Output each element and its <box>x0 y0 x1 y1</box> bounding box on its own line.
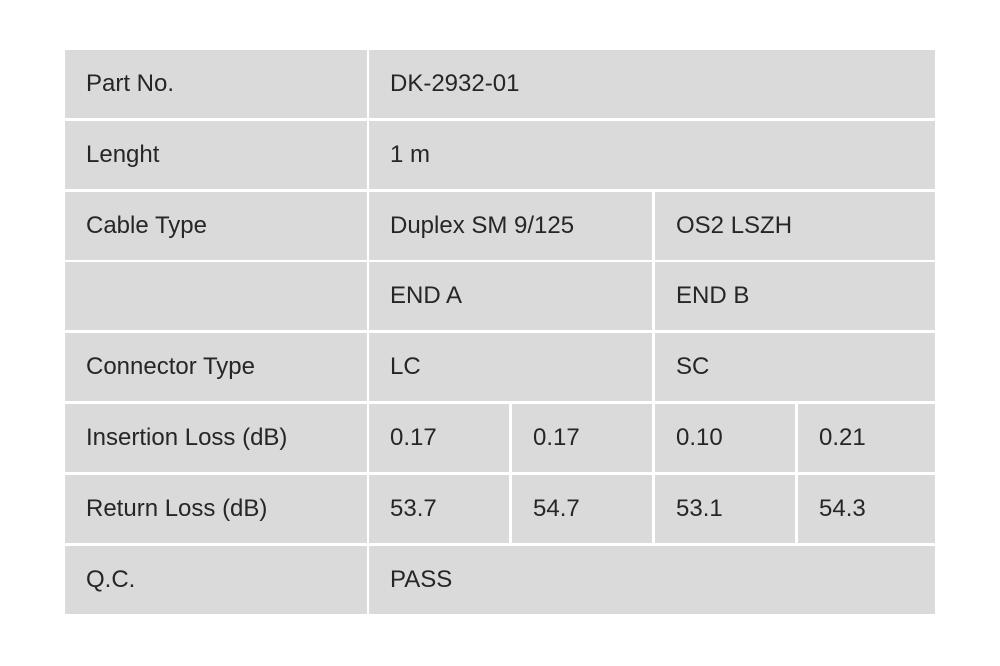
table-cell: 0.10 <box>655 404 795 472</box>
table-cell: Q.C. <box>65 546 367 614</box>
table-cell: END A <box>369 262 652 330</box>
table-cell: 53.7 <box>369 475 509 543</box>
table-cell: 0.17 <box>369 404 509 472</box>
table-cell: Return Loss (dB) <box>65 475 367 543</box>
table-cell: SC <box>655 333 935 401</box>
table-cell: 0.21 <box>798 404 935 472</box>
table-cell: 54.3 <box>798 475 935 543</box>
table-cell: 0.17 <box>512 404 652 472</box>
table-cell: 1 m <box>369 121 935 189</box>
table-cell: 53.1 <box>655 475 795 543</box>
table-cell: Duplex SM 9/125 <box>369 192 652 260</box>
empty-cell <box>65 262 367 330</box>
table-cell: LC <box>369 333 652 401</box>
table-cell: Cable Type <box>65 192 367 260</box>
table-cell: Connector Type <box>65 333 367 401</box>
table-cell: Lenght <box>65 121 367 189</box>
table-cell: Insertion Loss (dB) <box>65 404 367 472</box>
table-cell: OS2 LSZH <box>655 192 935 260</box>
table-cell: DK-2932-01 <box>369 50 935 118</box>
table-cell: Part No. <box>65 50 367 118</box>
table-cell: 54.7 <box>512 475 652 543</box>
table-cell: PASS <box>369 546 935 614</box>
table-cell: END B <box>655 262 935 330</box>
